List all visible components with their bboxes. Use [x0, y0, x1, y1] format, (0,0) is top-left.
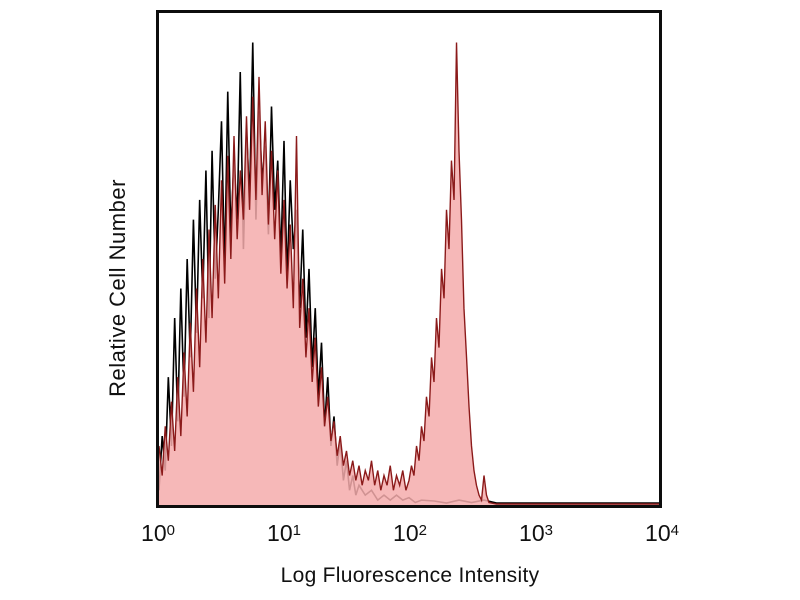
x-tick-10e2: 102	[393, 520, 427, 547]
x-tick-10e3: 103	[519, 520, 553, 547]
x-tick-base: 10	[645, 520, 671, 546]
y-axis-label: Relative Cell Number	[105, 179, 130, 397]
x-tick-base: 10	[267, 520, 293, 546]
x-tick-10e4: 104	[645, 520, 679, 547]
histogram-plot	[159, 42, 659, 505]
plot-area	[156, 10, 662, 508]
x-tick-exponent: 2	[418, 522, 427, 539]
x-tick-10e0: 100	[141, 520, 175, 547]
x-tick-base: 10	[519, 520, 545, 546]
x-tick-base: 10	[393, 520, 419, 546]
x-tick-base: 10	[141, 520, 167, 546]
x-tick-exponent: 0	[166, 522, 175, 539]
x-tick-exponent: 3	[544, 522, 553, 539]
red-filled-stained-fill	[159, 42, 659, 505]
x-axis-label: Log Fluorescence Intensity	[280, 564, 540, 587]
red-filled-stained-line	[159, 42, 659, 505]
x-tick-10e1: 101	[267, 520, 301, 547]
x-tick-exponent: 4	[670, 522, 679, 539]
x-tick-exponent: 1	[292, 522, 301, 539]
